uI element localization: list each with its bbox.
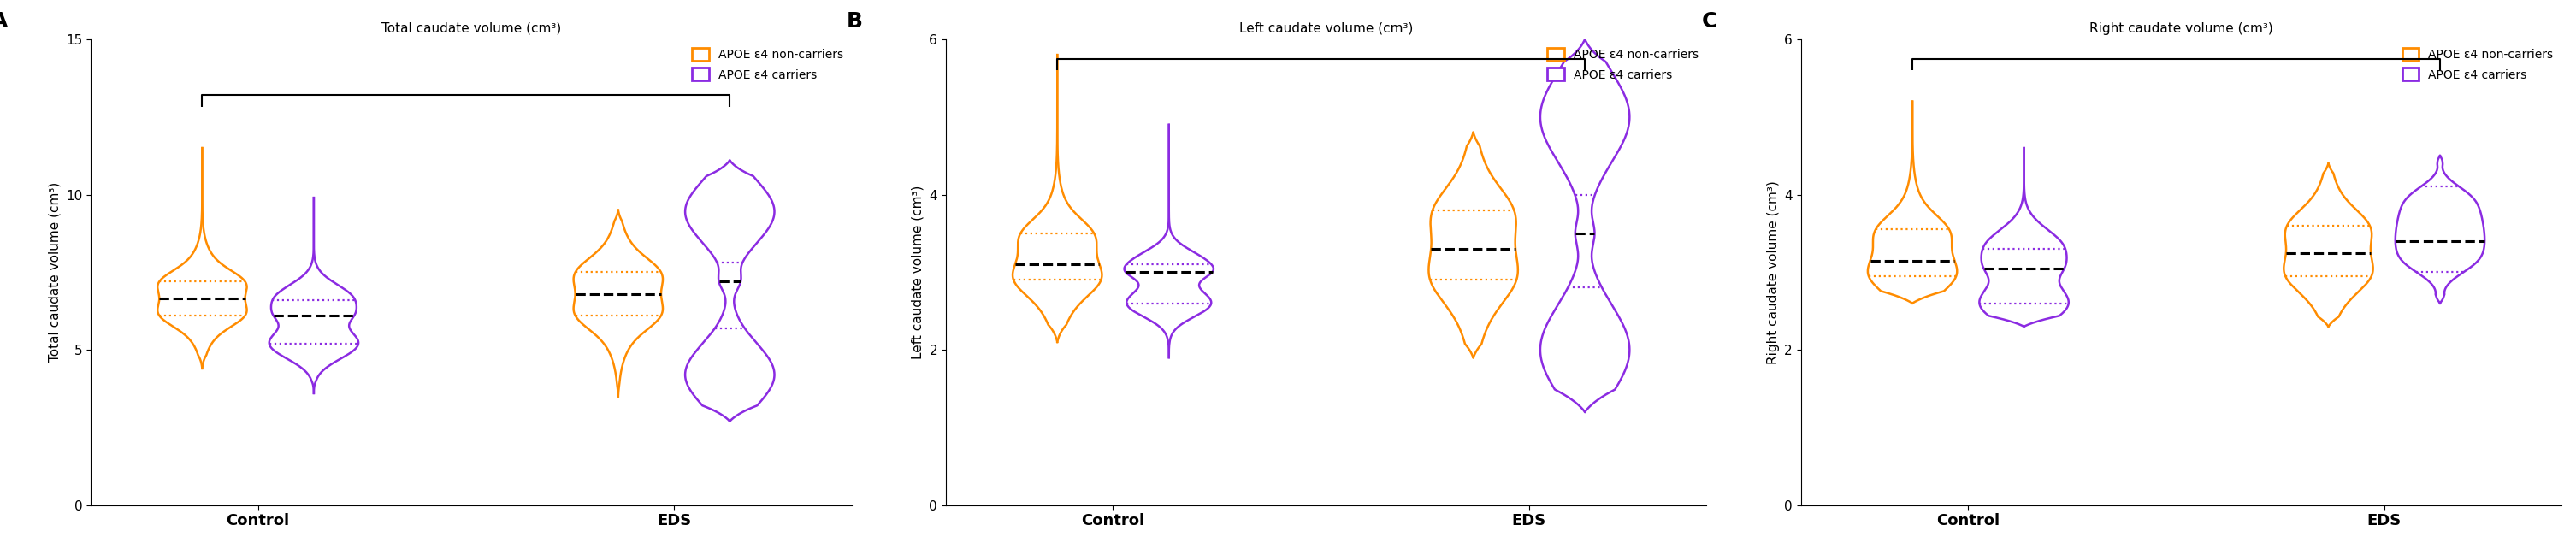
Text: B: B xyxy=(848,11,863,32)
Text: C: C xyxy=(1703,11,1718,32)
Y-axis label: Right caudate volume (cm³): Right caudate volume (cm³) xyxy=(1767,180,1780,364)
Legend: APOE ε4 non-carriers, APOE ε4 carriers: APOE ε4 non-carriers, APOE ε4 carriers xyxy=(688,43,848,86)
Y-axis label: Total caudate volume (cm³): Total caudate volume (cm³) xyxy=(49,182,62,362)
Title: Right caudate volume (cm³): Right caudate volume (cm³) xyxy=(2089,22,2272,35)
Y-axis label: Left caudate volume (cm³): Left caudate volume (cm³) xyxy=(912,185,925,359)
Text: A: A xyxy=(0,11,8,32)
Legend: APOE ε4 non-carriers, APOE ε4 carriers: APOE ε4 non-carriers, APOE ε4 carriers xyxy=(2398,43,2558,86)
Legend: APOE ε4 non-carriers, APOE ε4 carriers: APOE ε4 non-carriers, APOE ε4 carriers xyxy=(1543,43,1703,86)
Title: Left caudate volume (cm³): Left caudate volume (cm³) xyxy=(1239,22,1414,35)
Title: Total caudate volume (cm³): Total caudate volume (cm³) xyxy=(381,22,562,35)
